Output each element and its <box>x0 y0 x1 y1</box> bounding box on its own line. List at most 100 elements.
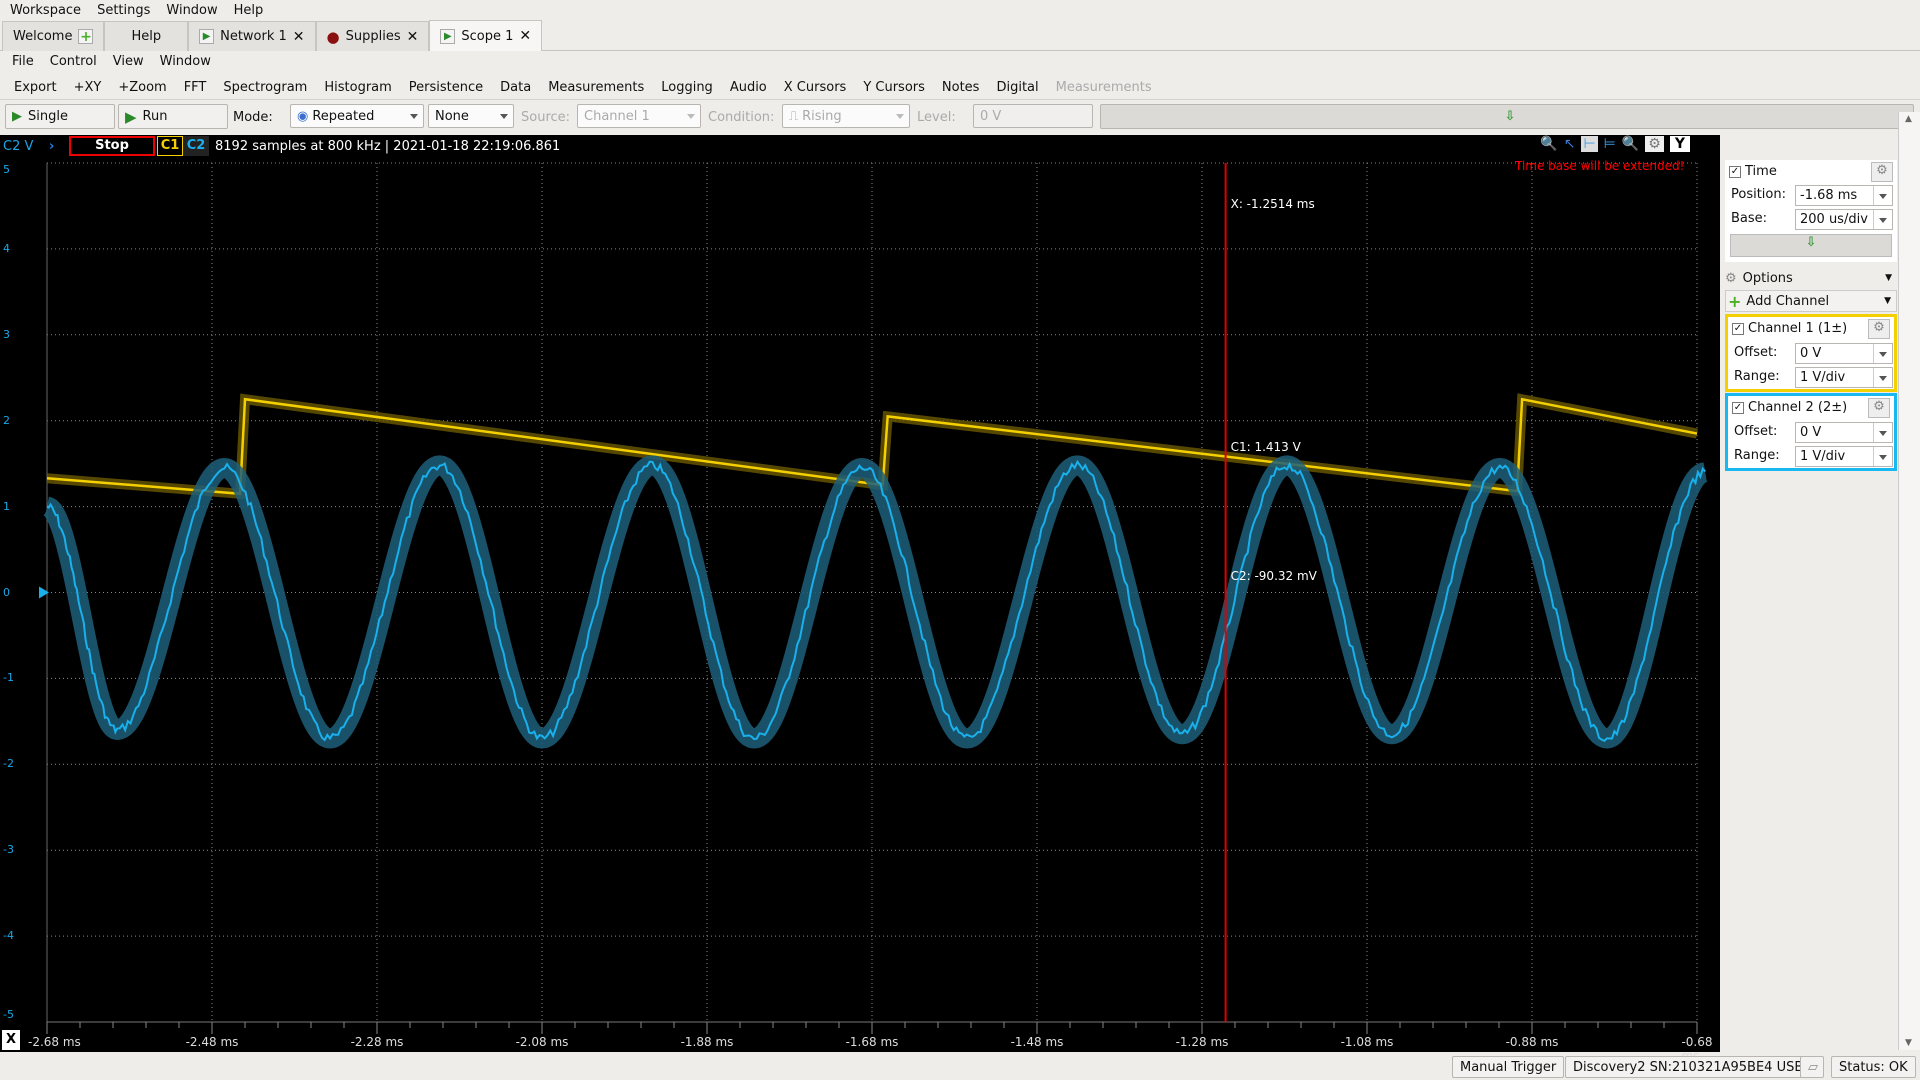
scope-plot[interactable]: C2 V › Stop C1 C2 8192 samples at 800 kH… <box>0 135 1720 1063</box>
menu-settings[interactable]: Settings <box>97 2 151 18</box>
y-tick-label: 0 <box>3 585 10 599</box>
channel-1-checkbox[interactable]: ✓ <box>1732 323 1744 335</box>
single-button[interactable]: ▶ Single <box>5 104 115 129</box>
panel-scrollbar[interactable]: ▲ ▼ <box>1898 112 1920 1050</box>
menu-help[interactable]: Help <box>233 2 264 18</box>
close-icon[interactable]: ✕ <box>519 28 532 44</box>
vertical-cursor-icon[interactable]: ⊨ <box>1603 136 1616 152</box>
channel-1-toggle[interactable]: C1 <box>157 136 183 156</box>
chevron-down-icon[interactable] <box>1879 455 1887 460</box>
base-input[interactable]: 200 us/div <box>1795 209 1893 230</box>
tab-help[interactable]: Help <box>104 21 189 51</box>
trigger-type-select[interactable]: None <box>428 104 514 128</box>
gear-icon[interactable]: ⚙ <box>1868 319 1890 339</box>
menu-window[interactable]: Window <box>166 2 218 18</box>
chevron-down-icon[interactable] <box>1879 376 1887 381</box>
tab-scope-1[interactable]: ▶ Scope 1 ✕ <box>429 20 543 51</box>
close-icon[interactable]: ✕ <box>292 28 305 45</box>
scroll-down-icon[interactable]: ▼ <box>1905 1038 1912 1048</box>
level-value: 0 V <box>980 108 1002 124</box>
status-button[interactable]: Status: OK <box>1831 1056 1916 1078</box>
histogram-button[interactable]: Histogram <box>324 80 392 95</box>
chevron-right-icon[interactable]: › <box>49 138 55 154</box>
chevron-down-icon: ▼ <box>1885 273 1892 283</box>
channel-2-offset-input[interactable]: 0 V <box>1795 422 1893 443</box>
tab-welcome[interactable]: Welcome + <box>2 21 105 51</box>
menu-workspace[interactable]: Workspace <box>10 2 82 18</box>
channel-1-range-input[interactable]: 1 V/div <box>1795 367 1893 388</box>
run-button[interactable]: ▶ Run <box>118 104 228 129</box>
time-apply-button[interactable]: ⇩ <box>1730 234 1892 257</box>
data-button[interactable]: Data <box>500 80 532 95</box>
arrow-down-icon: ⇩ <box>1805 235 1817 250</box>
add-channel-button[interactable]: + Add Channel ▼ <box>1725 290 1897 312</box>
c2-offset-marker <box>39 586 49 599</box>
tab-supplies[interactable]: ● Supplies ✕ <box>315 21 430 51</box>
scope-toolbar: Export +XY +Zoom FFT Spectrogram Histogr… <box>0 76 1920 100</box>
add-zoom-button[interactable]: +Zoom <box>118 80 167 95</box>
offset-label: Offset: <box>1734 424 1778 439</box>
y-cursors-button[interactable]: Y Cursors <box>863 80 925 95</box>
y-tick-label: 3 <box>3 327 10 341</box>
logging-button[interactable]: Logging <box>661 80 713 95</box>
device-button[interactable]: Discovery2 SN:210321A95BE4 USB <box>1565 1056 1812 1078</box>
close-icon[interactable]: ✕ <box>406 28 419 45</box>
plus-icon[interactable]: + <box>78 28 94 45</box>
menu-view[interactable]: View <box>112 53 144 69</box>
channel-1-offset-input[interactable]: 0 V <box>1795 343 1893 364</box>
channel-2-range-input[interactable]: 1 V/div <box>1795 446 1893 467</box>
scroll-up-icon[interactable]: ▲ <box>1905 114 1912 124</box>
persistence-button[interactable]: Persistence <box>408 80 484 95</box>
digital-button[interactable]: Digital <box>996 80 1039 95</box>
mode-select[interactable]: ◉ Repeated <box>290 104 424 128</box>
rising-edge-icon: ⎍ <box>789 108 799 124</box>
spectrogram-button[interactable]: Spectrogram <box>223 80 308 95</box>
fft-button[interactable]: FFT <box>183 80 207 95</box>
manual-trigger-button[interactable]: Manual Trigger <box>1452 1056 1565 1078</box>
x-tick-label: -1.28 ms <box>1175 1035 1229 1049</box>
eraser-icon[interactable]: ▱ <box>1800 1056 1824 1078</box>
position-label: Position: <box>1731 187 1786 202</box>
audio-button[interactable]: Audio <box>729 80 767 95</box>
trigger-position-bar[interactable]: ⇩ <box>1100 104 1914 129</box>
chevron-down-icon[interactable] <box>1879 194 1887 199</box>
export-button[interactable]: Export <box>14 80 57 95</box>
single-label: Single <box>28 109 68 124</box>
range-label: Range: <box>1734 448 1780 463</box>
horizontal-cursor-icon[interactable]: ⊢ <box>1581 136 1598 152</box>
zoom-icon[interactable]: 🔍 <box>1621 136 1640 152</box>
position-input[interactable]: -1.68 ms <box>1795 185 1893 206</box>
mode-value: Repeated <box>312 108 375 124</box>
axis-channel-label[interactable]: C2 V <box>3 138 34 154</box>
chevron-down-icon[interactable] <box>1879 218 1887 223</box>
status-bar: Manual Trigger Discovery2 SN:210321A95BE… <box>0 1054 1920 1080</box>
zoom-reset-icon[interactable]: 🔍 <box>1540 136 1558 152</box>
time-checkbox[interactable]: ✓ <box>1729 166 1741 178</box>
notes-button[interactable]: Notes <box>941 80 980 95</box>
tab-network-1[interactable]: ▶ Network 1 ✕ <box>188 21 316 51</box>
play-icon: ▶ <box>199 29 215 44</box>
position-value: -1.68 ms <box>1800 188 1858 203</box>
gear-icon[interactable]: ⚙ <box>1871 162 1893 182</box>
gear-icon[interactable]: ⚙ <box>1868 398 1890 418</box>
options-dropdown[interactable]: ⚙ Options ▼ <box>1725 268 1897 288</box>
time-group: ✓ Time ⚙ Position: -1.68 ms Base: 200 us… <box>1725 160 1897 262</box>
chevron-down-icon[interactable] <box>1879 352 1887 357</box>
menu-control[interactable]: Control <box>49 53 97 69</box>
gear-icon[interactable]: ⚙ <box>1645 136 1664 152</box>
measurements-button[interactable]: Measurements <box>548 80 645 95</box>
menu-window[interactable]: Window <box>159 53 211 69</box>
menu-file[interactable]: File <box>12 53 34 69</box>
x-cursors-button[interactable]: X Cursors <box>783 80 847 95</box>
channel-2-checkbox[interactable]: ✓ <box>1732 402 1744 414</box>
waveform-plot <box>38 162 1713 1034</box>
channel-2-toggle[interactable]: C2 <box>183 136 209 156</box>
chevron-down-icon <box>410 114 418 119</box>
chevron-down-icon[interactable] <box>1879 431 1887 436</box>
y-axis-button[interactable]: Y <box>1669 136 1690 152</box>
level-input: 0 V <box>973 104 1093 128</box>
add-xy-button[interactable]: +XY <box>73 80 102 95</box>
pointer-icon[interactable]: ↖ <box>1563 136 1576 152</box>
source-value: Channel 1 <box>584 108 650 124</box>
x-axis-button[interactable]: X <box>2 1030 20 1050</box>
